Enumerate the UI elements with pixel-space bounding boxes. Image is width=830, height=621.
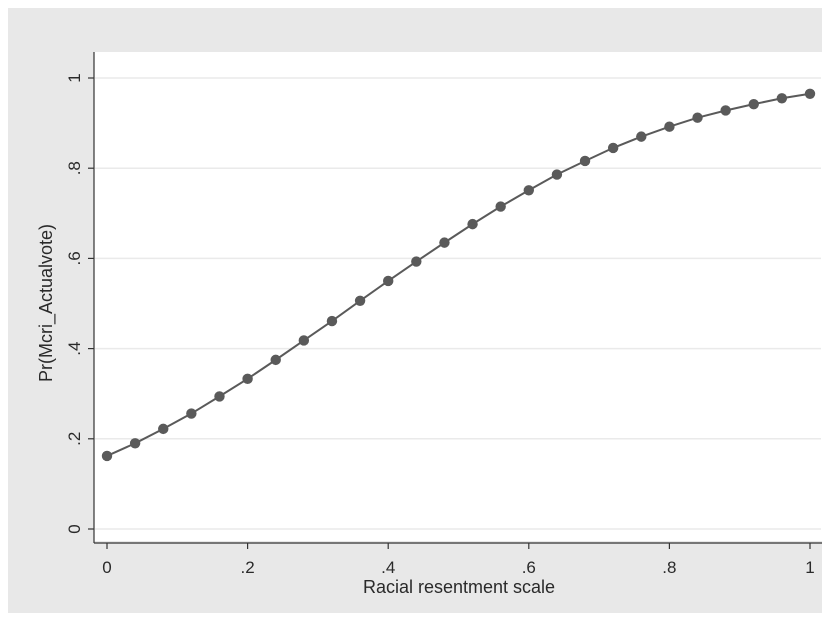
- data-point-21: [692, 112, 703, 123]
- gridlines: [95, 77, 821, 530]
- data-point-4: [214, 391, 225, 402]
- data-point-11: [411, 256, 422, 267]
- data-point-23: [748, 98, 759, 110]
- x-axis-title: Racial resentment scale: [363, 577, 555, 597]
- data-point-18: [607, 142, 619, 154]
- data-point-13: [467, 218, 478, 230]
- y-tick-label-5: 1: [65, 73, 84, 82]
- data-point-24: [776, 93, 788, 104]
- data-point-12: [439, 237, 450, 248]
- data-point-19: [636, 131, 647, 142]
- data-point-22: [720, 105, 731, 116]
- y-tick-label-0: 0: [65, 524, 84, 533]
- x-tick-label-0: 0: [102, 558, 111, 577]
- data-point-5: [242, 373, 253, 385]
- data-point-3: [186, 408, 197, 419]
- data-point-10: [383, 275, 394, 287]
- data-point-8: [326, 315, 338, 327]
- y-tick-label-1: .2: [65, 432, 84, 446]
- x-tick-label-4: .8: [662, 558, 676, 577]
- data-point-20: [664, 121, 675, 132]
- y-tick-label-3: .6: [65, 251, 84, 265]
- data-point-2: [158, 423, 169, 435]
- x-tick-label-2: .4: [381, 558, 395, 577]
- x-tick-label-5: 1: [805, 558, 814, 577]
- data-point-15: [523, 185, 534, 196]
- y-tick-label-2: .4: [65, 342, 84, 356]
- data-point-14: [495, 201, 506, 212]
- data-point-16: [551, 169, 563, 180]
- data-point-25: [804, 88, 816, 99]
- axes: 0 .2 .4 .6 .8 1 0 .2 .4 .6 .8 1: [65, 52, 822, 577]
- y-tick-label-4: .8: [65, 161, 84, 175]
- data-point-6: [270, 354, 281, 366]
- x-tick-label-1: .2: [241, 558, 255, 577]
- data-series: [101, 88, 816, 462]
- x-tick-label-3: .6: [522, 558, 536, 577]
- y-axis-title: Pr(Mcri_Actualvote): [36, 224, 57, 382]
- data-point-0: [101, 450, 113, 462]
- data-point-1: [129, 438, 141, 449]
- data-point-9: [354, 295, 366, 306]
- data-point-7: [298, 335, 310, 346]
- data-point-17: [579, 155, 591, 167]
- plot-area: [94, 52, 822, 541]
